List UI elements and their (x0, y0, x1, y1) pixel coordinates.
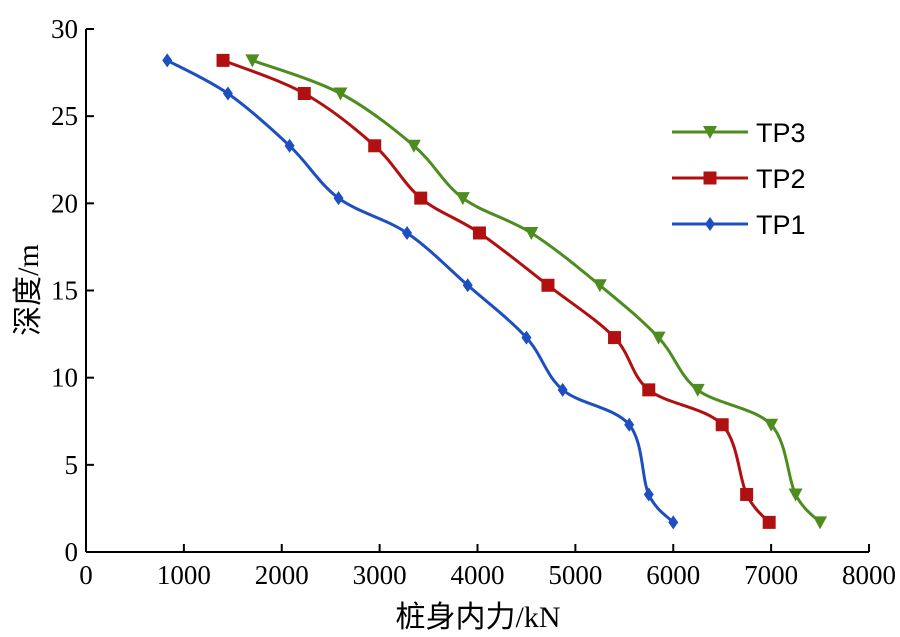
data-point-tp3 (592, 279, 607, 293)
x-tick-label: 5000 (548, 560, 602, 590)
legend-marker-tp3 (703, 126, 717, 139)
data-point-tp1 (557, 382, 568, 397)
data-point-tp3 (406, 139, 421, 153)
x-tick-label: 7000 (744, 560, 798, 590)
data-point-tp1 (521, 330, 532, 345)
data-point-tp2 (414, 191, 428, 205)
data-point-tp1 (643, 487, 654, 502)
series-tp3 (245, 54, 828, 530)
data-point-tp3 (524, 226, 539, 240)
legend-label-tp3: TP3 (756, 118, 806, 148)
data-point-tp1 (402, 225, 413, 240)
legend-entry-tp3: TP3 (672, 118, 806, 148)
legend-entry-tp1: TP1 (672, 210, 806, 240)
x-tick-label: 4000 (451, 560, 505, 590)
y-axis-title: 深度/m (12, 244, 45, 336)
series-tp2 (216, 53, 776, 529)
data-point-tp3 (813, 516, 828, 530)
data-point-tp2 (297, 87, 311, 101)
data-point-tp2 (715, 418, 729, 432)
data-point-tp1 (333, 191, 344, 206)
data-point-tp3 (455, 192, 470, 206)
y-tick-label: 25 (51, 101, 78, 131)
y-tick-label: 5 (65, 450, 79, 480)
legend-entry-tp2: TP2 (672, 164, 806, 194)
data-point-tp2 (762, 515, 776, 529)
legend-label-tp1: TP1 (756, 210, 806, 240)
legend-marker-tp2 (703, 171, 717, 185)
data-point-tp1 (284, 138, 295, 153)
x-tick-label: 1000 (157, 560, 211, 590)
data-point-tp2 (216, 53, 230, 67)
data-point-tp1 (668, 515, 679, 530)
data-point-tp1 (624, 417, 635, 432)
x-tick-label: 2000 (255, 560, 309, 590)
data-point-tp2 (608, 331, 622, 345)
data-point-tp1 (462, 278, 473, 293)
y-tick-label: 30 (51, 14, 78, 44)
data-point-tp3 (764, 418, 779, 432)
data-point-tp3 (333, 87, 348, 101)
series-tp1 (162, 53, 679, 530)
x-tick-label: 3000 (353, 560, 407, 590)
x-tick-label: 6000 (646, 560, 700, 590)
y-tick-label: 15 (51, 276, 78, 306)
y-tick-label: 0 (65, 537, 79, 567)
legend: TP3 TP2 TP1 (672, 118, 806, 240)
data-point-tp2 (642, 383, 656, 397)
series-layer (162, 53, 828, 530)
data-point-tp2 (541, 278, 555, 292)
data-point-tp2 (368, 139, 382, 153)
x-tick-label: 8000 (842, 560, 896, 590)
legend-label-tp2: TP2 (756, 164, 806, 194)
data-point-tp2 (472, 226, 486, 240)
legend-marker-tp1 (705, 217, 715, 231)
series-line-tp1 (165, 58, 675, 524)
data-point-tp3 (651, 331, 666, 345)
data-point-tp2 (740, 487, 754, 501)
y-tick-label: 10 (51, 363, 78, 393)
data-point-tp3 (788, 488, 803, 502)
x-axis-title: 桩身内力/kN (396, 601, 561, 634)
x-tick-label: 0 (79, 560, 93, 590)
data-point-tp1 (162, 53, 173, 68)
axes: 0 1000 2000 3000 4000 5000 6000 7000 8000 0 5 10 15 2… (51, 14, 896, 590)
data-point-tp3 (245, 54, 260, 68)
data-point-tp3 (690, 383, 705, 397)
data-point-tp1 (222, 86, 233, 101)
y-tick-label: 20 (51, 188, 78, 218)
series-line-tp2 (221, 58, 771, 524)
